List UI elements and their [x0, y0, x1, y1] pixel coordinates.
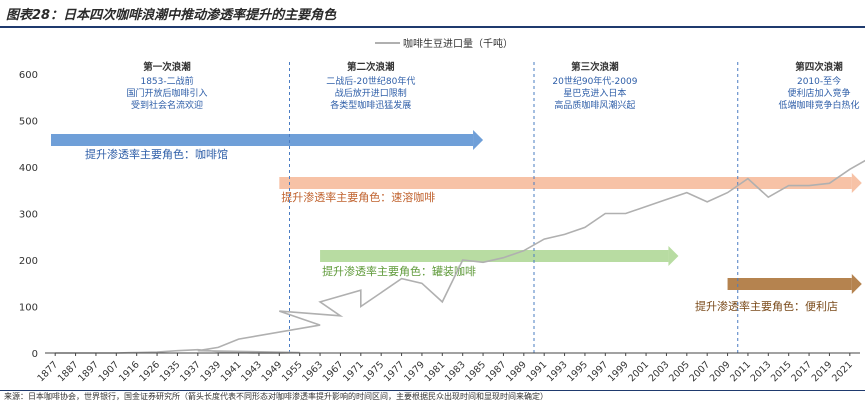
y-tick-label: 500 — [19, 117, 38, 128]
x-tick-label: 1999 — [606, 359, 631, 384]
x-tick-label: 1939 — [198, 359, 223, 384]
x-tick-label: 1993 — [545, 359, 570, 384]
legend: 咖啡生豆进口量（千吨） — [375, 37, 513, 50]
y-tick-label: 200 — [19, 256, 38, 267]
wave-line: 20世纪90年代-2009 — [552, 75, 637, 87]
wave-title: 第三次浪潮 — [571, 61, 619, 73]
wave-line: 受到社会名流欢迎 — [131, 99, 203, 111]
x-tick-label: 2017 — [789, 359, 814, 384]
chart-svg: 咖啡生豆进口量（千吨） 提升渗透率主要角色：咖啡馆提升渗透率主要角色：速溶咖啡提… — [19, 37, 865, 384]
x-tick-label: 2009 — [708, 359, 733, 384]
role-arrow: 提升渗透率主要角色：咖啡馆 — [51, 130, 484, 161]
x-tick-label: 2007 — [687, 359, 712, 384]
x-tick-label: 1937 — [178, 359, 203, 384]
x-tick-label: 1967 — [321, 359, 346, 384]
x-tick-label: 1963 — [300, 359, 325, 384]
role-arrow-label: 提升渗透率主要角色：咖啡馆 — [85, 147, 228, 161]
wave-line: 战后放开进口限制 — [335, 87, 407, 99]
x-tick-label: 2011 — [728, 359, 753, 384]
wave-line: 各类型咖啡迅猛发展 — [330, 99, 411, 111]
role-arrow: 提升渗透率主要角色：便利店 — [695, 274, 862, 313]
wave-line: 便利店加入竞争 — [788, 87, 851, 99]
x-tick-label: 2013 — [749, 359, 774, 384]
wave-title: 第二次浪潮 — [347, 61, 395, 73]
wave-line: 国门开放后咖啡引入 — [127, 87, 208, 99]
role-arrow-shaft — [320, 250, 669, 262]
x-tick-label: 1877 — [35, 359, 60, 384]
x-tick-label: 1979 — [402, 359, 427, 384]
x-tick-label: 1975 — [361, 359, 386, 384]
x-tick-label: 1887 — [56, 359, 81, 384]
x-tick-label: 2019 — [810, 359, 835, 384]
x-tick-label: 1991 — [524, 359, 549, 384]
x-tick-label: 1997 — [586, 359, 611, 384]
x-tick-label: 1977 — [382, 359, 407, 384]
x-tick-label: 1987 — [484, 359, 509, 384]
figure-title: 图表28：日本四次咖啡浪潮中推动渗透率提升的主要角色 — [6, 8, 337, 23]
x-tick-label: 1983 — [443, 359, 468, 384]
y-tick-label: 100 — [19, 303, 38, 314]
x-tick-label: 1949 — [260, 359, 285, 384]
wave-line: 1853-二战前 — [140, 75, 193, 87]
x-tick-label: 1989 — [504, 359, 529, 384]
role-arrow-label: 提升渗透率主要角色：速溶咖啡 — [281, 190, 435, 204]
role-arrow-head — [851, 173, 862, 193]
wave-line: 2010-至今 — [797, 75, 841, 87]
wave-line: 低端咖啡竞争白热化 — [779, 99, 860, 111]
x-tick-label: 2001 — [626, 359, 651, 384]
role-arrow-shaft — [51, 134, 474, 146]
x-tick-label: 1897 — [76, 359, 101, 384]
role-arrow-head — [851, 274, 862, 294]
y-tick-label: 400 — [19, 163, 38, 174]
y-tick-label: 300 — [19, 210, 38, 221]
x-tick-label: 2003 — [647, 359, 672, 384]
x-tick-label: 1981 — [423, 359, 448, 384]
footer-rule — [0, 390, 865, 391]
y-tick-label: 600 — [19, 70, 38, 81]
role-arrow: 提升渗透率主要角色：罐装咖啡 — [320, 246, 679, 278]
role-arrow-label: 提升渗透率主要角色：罐装咖啡 — [322, 264, 476, 278]
x-tick-label: 1916 — [117, 359, 142, 384]
x-tick-label: 2015 — [769, 359, 794, 384]
x-tick-label: 1907 — [97, 359, 122, 384]
x-tick-label: 1955 — [280, 359, 305, 384]
role-arrow-head — [473, 130, 484, 150]
role-arrow-shaft — [279, 177, 852, 189]
wave-line: 星巴克进入日本 — [563, 87, 626, 99]
wave-line: 高品质咖啡风潮兴起 — [554, 99, 635, 111]
role-arrow-shaft — [727, 278, 852, 290]
x-tick-label: 2021 — [830, 359, 855, 384]
x-tick-label: 1941 — [219, 359, 244, 384]
role-arrow: 提升渗透率主要角色：速溶咖啡 — [279, 173, 862, 204]
x-tick-label: 1995 — [565, 359, 590, 384]
wave-line: 二战后-20世纪80年代 — [326, 75, 415, 87]
source-note: 来源：日本咖啡协会，世界银行，国金证券研究所（箭头长度代表不同形态对咖啡渗透率提… — [4, 392, 548, 401]
x-tick-label: 2005 — [667, 359, 692, 384]
role-arrow-label: 提升渗透率主要角色：便利店 — [695, 299, 838, 313]
x-tick-label: 1943 — [239, 359, 264, 384]
x-tick-label: 1926 — [137, 359, 162, 384]
wave-title: 第四次浪潮 — [795, 61, 843, 73]
role-arrow-head — [668, 246, 679, 266]
y-tick-label: 0 — [32, 349, 38, 360]
legend-label: 咖啡生豆进口量（千吨） — [403, 37, 513, 50]
x-tick-label: 1935 — [158, 359, 183, 384]
wave-title: 第一次浪潮 — [143, 61, 191, 73]
x-tick-label: 1985 — [463, 359, 488, 384]
x-tick-label: 1971 — [341, 359, 366, 384]
title-rule — [0, 26, 865, 28]
